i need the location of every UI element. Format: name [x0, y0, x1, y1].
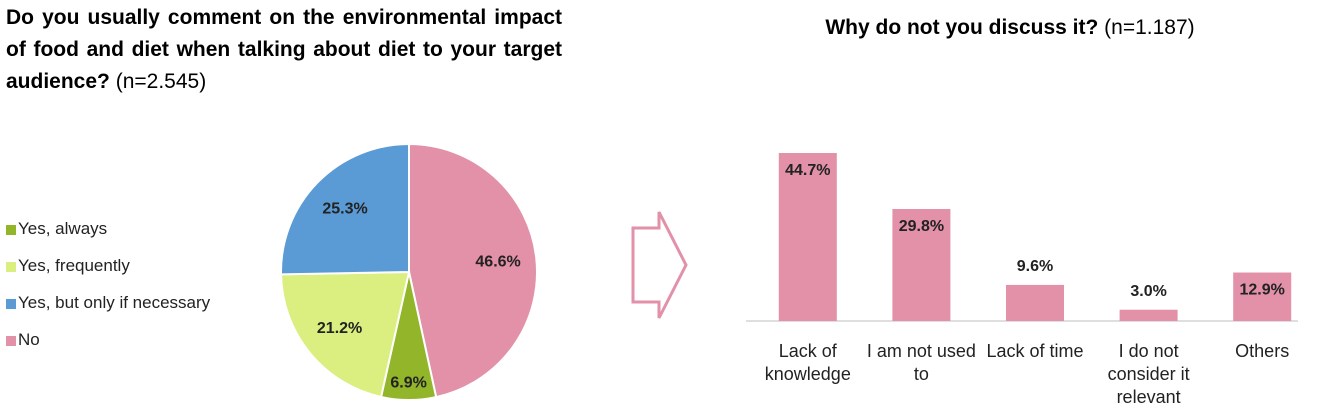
data-label: 12.9%	[1240, 282, 1285, 299]
pie-slice	[408, 142, 538, 399]
legend-label: No	[18, 330, 40, 349]
x-tick-label: I do not consider it relevant	[1107, 341, 1190, 407]
bar	[1119, 309, 1178, 321]
data-label: 46.6%	[475, 254, 520, 271]
data-label: 6.9%	[390, 375, 426, 392]
arrow	[631, 211, 688, 319]
bar	[1233, 272, 1292, 321]
data-label: 9.6%	[1017, 258, 1053, 275]
data-label: 25.3%	[322, 200, 367, 217]
data-label: 44.7%	[785, 162, 830, 179]
pie-title: Do you usually comment on the environmen…	[6, 2, 562, 98]
x-tick-label: Others	[1235, 341, 1290, 361]
pie-slice	[280, 142, 410, 276]
x-tick-label: Lack of knowledge	[764, 341, 851, 384]
pie-slice	[280, 270, 411, 399]
bar	[892, 209, 951, 321]
legend-label: Yes, but only if necessary	[18, 293, 211, 312]
legend-label: Yes, frequently	[18, 256, 130, 275]
title-note: (n=1.187)	[1104, 16, 1195, 39]
x-tick-label: Lack of time	[986, 341, 1084, 361]
title-note: (n=2.545)	[115, 70, 207, 93]
data-label: 21.2%	[317, 320, 362, 337]
data-label: 3.0%	[1130, 283, 1166, 300]
bar-title: Why do not you discuss it? (n=1.187)	[760, 12, 1260, 44]
x-tick-label: I am not used to	[866, 341, 976, 384]
title: Do you usually comment on the environmen…	[6, 6, 562, 93]
legend-swatch	[6, 299, 16, 309]
legend-label: Yes, always	[18, 219, 108, 238]
title: Why do not you discuss it?	[825, 16, 1099, 39]
legend-swatch	[6, 336, 16, 346]
legend-swatch	[6, 225, 16, 235]
legend-swatch	[6, 262, 16, 272]
bar	[1006, 284, 1064, 321]
bar	[778, 153, 837, 321]
data-label: 29.8%	[899, 218, 944, 235]
